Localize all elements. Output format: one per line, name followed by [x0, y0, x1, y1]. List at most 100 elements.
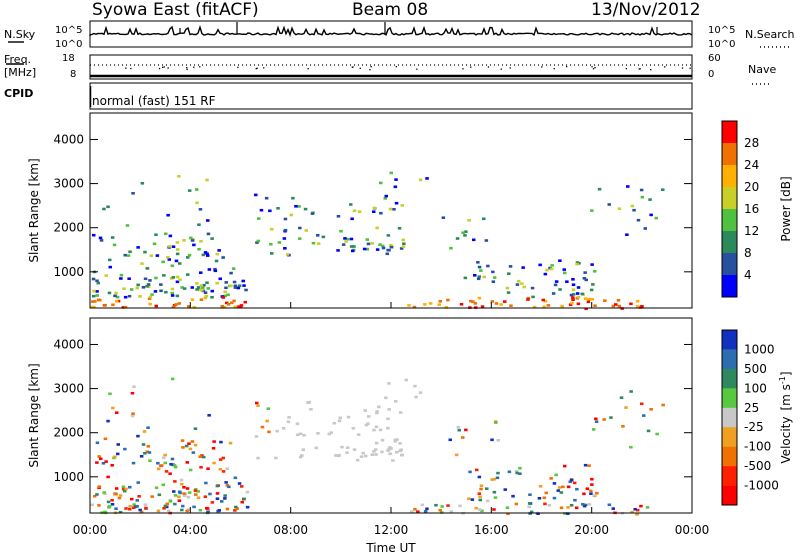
range-gate-cell [476, 277, 481, 281]
nave-dip [541, 66, 543, 68]
range-gate-cell [177, 175, 181, 178]
range-gate-cell [99, 457, 103, 461]
range-gate-cell [310, 212, 315, 215]
colorbar-swatch [722, 143, 737, 166]
range-gate-cell [169, 277, 174, 280]
range-gate-cell [592, 494, 596, 497]
range-gate-cell [256, 239, 261, 243]
range-gate-cell [393, 438, 398, 442]
range-gate-cell [177, 499, 182, 502]
range-gate-cell [518, 472, 522, 475]
nave-right-tick-bottom: 0 [708, 69, 715, 80]
cpid-mode: normal (fast) 151 RF [92, 94, 216, 108]
range-gate-cell [374, 441, 379, 445]
range-gate-cell [136, 481, 140, 484]
range-gate-cell [122, 287, 126, 290]
range-gate-cell [583, 297, 588, 300]
range-gate-cell [285, 253, 290, 256]
range-gate-cell [473, 274, 477, 277]
range-gate-cell [187, 305, 191, 308]
range-gate-cell [377, 405, 381, 409]
range-gate-cell [398, 449, 402, 453]
range-gate-cell [206, 467, 210, 470]
range-gate-cell [570, 301, 574, 305]
range-gate-cell [282, 237, 287, 240]
range-gate-cell [162, 456, 166, 460]
range-gate-cell [298, 226, 302, 230]
x-tick-label: 16:00 [474, 523, 509, 537]
range-gate-cell [576, 302, 581, 306]
range-gate-cell [420, 503, 425, 507]
range-gate-cell [334, 454, 338, 457]
range-gate-cell [306, 401, 310, 404]
range-gate-cell [349, 203, 353, 206]
range-gate-cell [471, 300, 475, 303]
range-gate-cell [375, 410, 379, 413]
range-gate-cell [614, 303, 618, 306]
colorbar-swatch [722, 330, 737, 350]
range-gate-cell [563, 271, 567, 275]
range-gate-cell [457, 428, 461, 432]
range-gate-cell [636, 218, 641, 222]
range-gate-cell [461, 231, 465, 234]
nave-dip [162, 66, 164, 68]
range-gate-cell [269, 242, 273, 246]
range-gate-cell [103, 510, 107, 514]
range-gate-cell [560, 304, 564, 308]
range-gate-cell [196, 286, 201, 289]
range-gate-cell [586, 300, 591, 304]
range-gate-cell [147, 297, 152, 300]
range-gate-cell [378, 243, 382, 246]
noise-left-tick-bottom: 10^0 [55, 39, 83, 50]
range-gate-cell [478, 508, 482, 511]
range-gate-cell [210, 289, 214, 293]
range-gate-cell [162, 507, 166, 510]
range-gate-cell [522, 285, 526, 289]
y-tick-label: 4000 [53, 337, 84, 351]
range-gate-cell [383, 197, 387, 200]
nave-label: Nave [748, 63, 777, 76]
range-gate-cell [170, 294, 175, 297]
range-gate-cell [154, 276, 158, 280]
range-gate-cell [178, 262, 182, 265]
range-gate-cell [136, 283, 140, 287]
range-gate-cell [574, 506, 579, 510]
range-gate-cell [192, 306, 197, 309]
range-gate-cell [173, 494, 178, 497]
range-gate-cell [611, 304, 616, 308]
range-gate-cell [203, 495, 208, 498]
range-gate-cell [225, 484, 230, 487]
range-gate-cell [195, 188, 199, 191]
range-gate-cell [170, 457, 175, 461]
range-gate-cell [102, 207, 106, 211]
noise-sky-line [89, 25, 693, 37]
range-gate-cell [366, 242, 371, 246]
range-gate-cell [148, 295, 153, 299]
range-gate-cell [577, 262, 581, 265]
nave-dip [625, 68, 627, 70]
range-gate-cell [118, 494, 123, 497]
range-gate-cell [190, 286, 194, 289]
range-gate-cell [361, 451, 365, 455]
range-gate-cell [412, 305, 417, 309]
range-gate-cell [346, 237, 350, 241]
range-gate-cell [220, 305, 224, 308]
range-gate-cell [95, 461, 99, 464]
range-gate-cell [116, 443, 120, 446]
range-gate-cell [196, 490, 200, 493]
range-gate-cell [118, 510, 123, 514]
range-gate-cell [127, 277, 131, 280]
range-gate-cell [226, 293, 230, 297]
range-gate-cell [256, 404, 260, 407]
range-gate-cell [104, 460, 108, 463]
range-gate-cell [590, 483, 594, 486]
range-gate-cell [399, 247, 404, 250]
range-gate-cell [490, 478, 494, 481]
range-gate-cell [543, 502, 547, 506]
range-gate-cell [264, 196, 269, 200]
range-gate-cell [182, 492, 186, 495]
range-gate-cell [386, 417, 390, 421]
range-gate-cell [186, 273, 190, 276]
range-gate-cell [544, 491, 548, 495]
range-gate-cell [545, 268, 549, 272]
